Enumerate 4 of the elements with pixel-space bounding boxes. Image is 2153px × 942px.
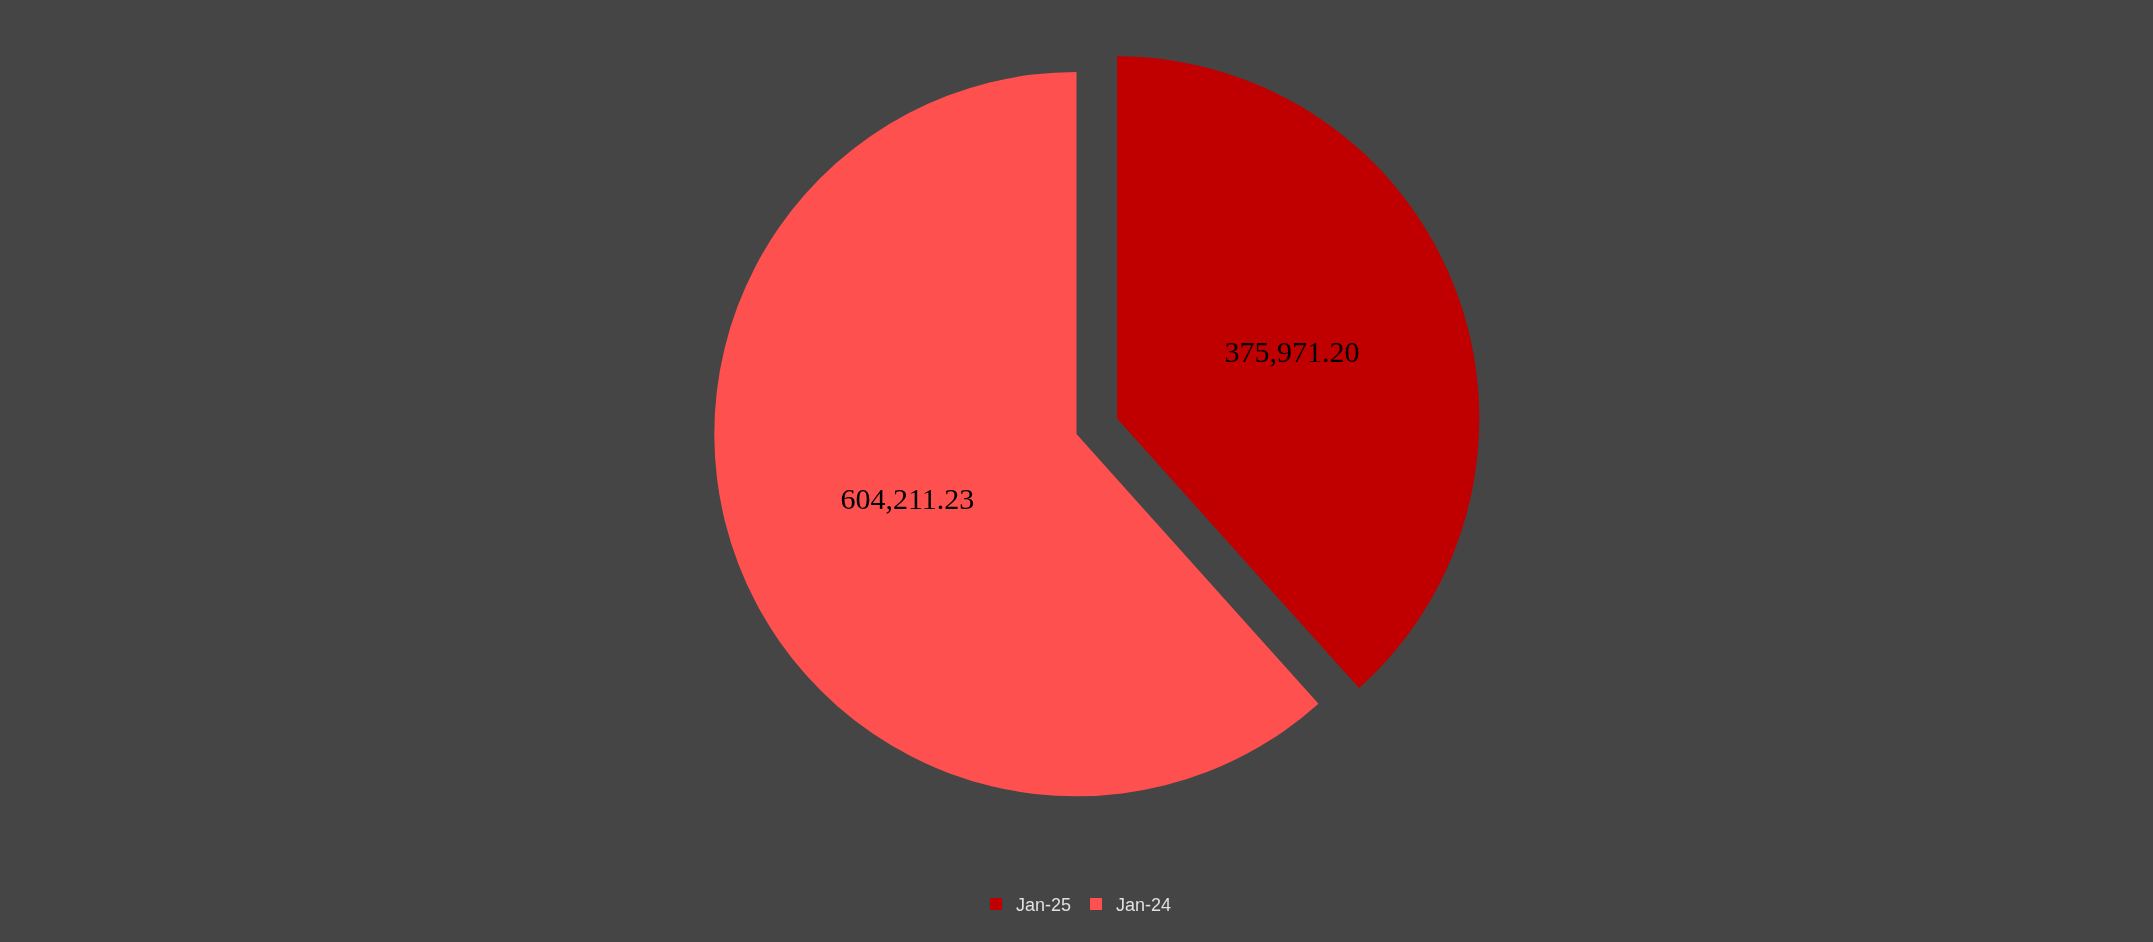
data-label: 604,211.23 — [840, 482, 975, 516]
data-label: 375,971.20 — [1224, 335, 1360, 369]
legend-label: Jan-25 — [1016, 895, 1072, 915]
legend-label: Jan-24 — [1116, 895, 1172, 915]
